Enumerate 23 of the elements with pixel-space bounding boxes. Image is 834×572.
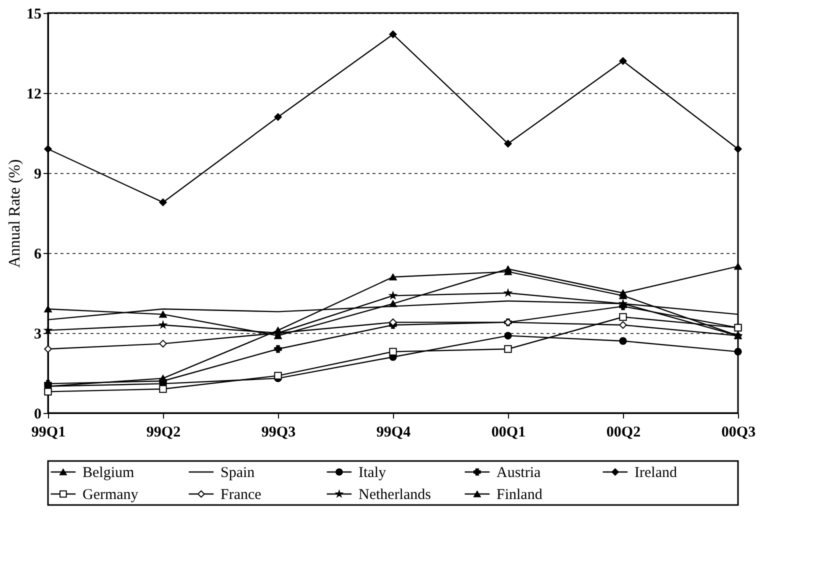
x-tick-label: 99Q3 xyxy=(261,424,296,440)
y-tick-label: 12 xyxy=(26,86,42,102)
legend-label: France xyxy=(220,487,262,503)
x-tick-label: 99Q1 xyxy=(31,424,66,440)
legend-label: Austria xyxy=(496,465,541,481)
legend-label: Germany xyxy=(82,487,139,503)
legend-label: Italy xyxy=(358,465,386,481)
y-tick-label: 0 xyxy=(34,406,42,422)
x-tick-label: 99Q4 xyxy=(376,424,412,440)
legend-label: Belgium xyxy=(82,465,134,481)
legend-label: Finland xyxy=(496,487,543,503)
x-tick-label: 99Q2 xyxy=(146,424,181,440)
y-tick-label: 15 xyxy=(26,6,42,22)
legend-label: Netherlands xyxy=(358,487,432,503)
y-tick-label: 3 xyxy=(34,326,42,342)
y-tick-label: 9 xyxy=(34,166,42,182)
legend-label: Spain xyxy=(220,465,256,481)
x-tick-label: 00Q1 xyxy=(491,424,526,440)
y-tick-label: 6 xyxy=(34,246,42,262)
x-tick-label: 00Q3 xyxy=(721,424,756,440)
y-axis-title: Annual Rate (%) xyxy=(6,159,24,268)
legend-label: Ireland xyxy=(634,465,678,481)
x-tick-label: 00Q2 xyxy=(606,424,641,440)
